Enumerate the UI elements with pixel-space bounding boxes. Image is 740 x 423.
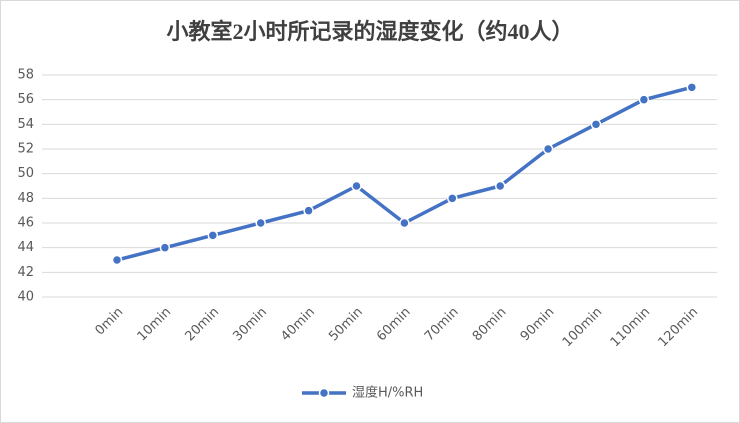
y-tick-label: 58: [17, 68, 34, 83]
data-point: [303, 205, 314, 216]
y-tick-label: 52: [17, 142, 34, 157]
legend-label: 湿度H/%RH: [352, 385, 423, 401]
y-tick-label: 48: [17, 191, 34, 206]
y-tick-label: 44: [17, 240, 34, 255]
y-tick-label: 46: [17, 216, 34, 231]
data-point: [447, 193, 458, 204]
data-point: [207, 230, 219, 241]
data-point: [542, 143, 554, 155]
data-point: [159, 242, 171, 253]
y-tick-label: 54: [17, 117, 34, 132]
y-tick-label: 40: [17, 290, 34, 305]
data-point: [399, 217, 410, 229]
data-point: [494, 180, 506, 192]
y-tick-label: 42: [17, 265, 34, 280]
y-tick-label: 56: [17, 92, 34, 107]
data-point: [686, 82, 698, 93]
data-point: [638, 94, 650, 105]
chart-title: 小教室2小时所记录的湿度变化（约40人）: [166, 19, 573, 44]
legend-marker: [318, 387, 330, 399]
data-point: [590, 119, 602, 130]
data-point: [255, 217, 266, 229]
data-point: [351, 180, 362, 192]
y-tick-label: 50: [17, 166, 34, 181]
data-point: [111, 254, 123, 266]
